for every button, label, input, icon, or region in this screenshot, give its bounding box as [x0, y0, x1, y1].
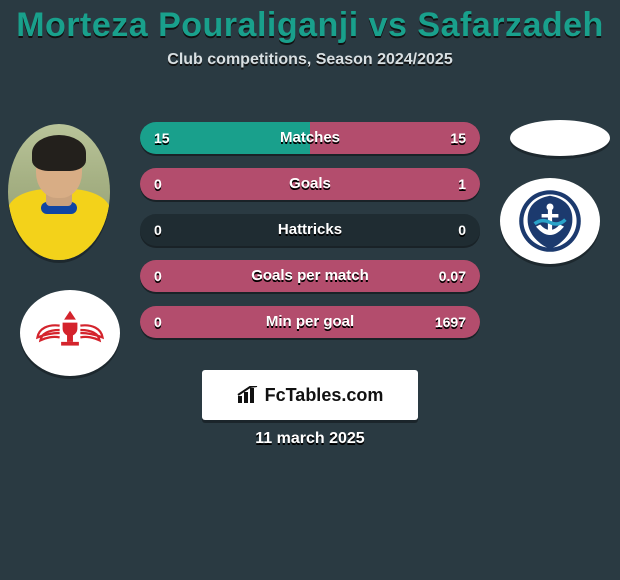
stat-row-hattricks: 0 0 Hattricks — [140, 214, 480, 246]
page-title: Morteza Pouraliganji vs Safarzadeh — [0, 0, 620, 45]
footer-date: 11 march 2025 — [0, 430, 620, 448]
stat-label: Goals per match — [140, 260, 480, 292]
stat-label: Matches — [140, 122, 480, 154]
brand-text: FcTables.com — [265, 385, 384, 406]
stat-row-goals: 0 1 Goals — [140, 168, 480, 200]
player2-club-badge — [500, 178, 600, 264]
page-subtitle: Club competitions, Season 2024/2025 — [0, 51, 620, 69]
bars-icon — [237, 386, 259, 404]
stat-row-matches: 15 15 Matches — [140, 122, 480, 154]
stat-label: Min per goal — [140, 306, 480, 338]
player2-avatar-placeholder — [510, 120, 610, 156]
stat-label: Goals — [140, 168, 480, 200]
player1-club-badge — [20, 290, 120, 376]
player1-avatar — [8, 124, 110, 260]
brand-badge[interactable]: FcTables.com — [202, 370, 418, 420]
stat-label: Hattricks — [140, 214, 480, 246]
stat-row-goals-per-match: 0 0.07 Goals per match — [140, 260, 480, 292]
trophy-wings-icon — [33, 303, 107, 363]
anchor-shield-icon — [515, 186, 585, 256]
stat-row-min-per-goal: 0 1697 Min per goal — [140, 306, 480, 338]
